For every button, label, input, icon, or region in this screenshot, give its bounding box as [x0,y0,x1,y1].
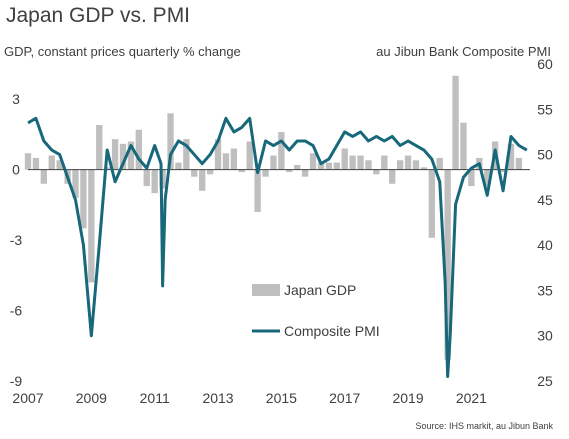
gdp-bar [167,113,174,170]
gdp-bar [507,143,515,170]
right-axis-ticks: 60 55 50 45 40 35 30 25 [537,56,553,389]
gdp-bar [246,141,253,170]
gdp-bar [357,155,364,170]
left-tick-label: -3 [10,232,23,248]
right-tick-label: 40 [537,237,553,253]
gdp-bar [40,169,47,184]
gdp-bar [238,169,245,173]
gdp-bar [373,169,380,175]
right-tick-label: 35 [537,282,553,298]
gdp-bar [48,155,55,170]
gdp-bar [389,169,396,184]
right-axis-label: au Jibun Bank Composite PMI [376,44,551,59]
x-tick-label: 2009 [76,390,107,406]
gdp-bar [214,139,222,170]
x-tick-label: 2011 [140,390,170,406]
right-tick-label: 45 [537,192,553,208]
left-tick-label: 3 [12,91,20,107]
left-tick-label: -9 [10,373,23,389]
gdp-bar [436,157,443,170]
gdp-bar [56,160,63,170]
right-tick-label: 55 [537,101,553,117]
gdp-bar [262,169,269,177]
gdp-bar [468,169,475,187]
gdp-bar [444,169,451,360]
gdp-bar [428,169,435,238]
gdp-bar [499,169,507,173]
gdp-bar [270,155,277,170]
gdp-bar [254,169,261,212]
source-note: Source: IHS markit, au Jibun Bank [415,421,553,431]
legend: Japan GDP Composite PMI [252,282,380,339]
gdp-bar [349,155,356,170]
x-tick-label: 2013 [202,390,233,406]
gdp-bar [515,157,523,170]
gdp-bar [135,129,143,170]
gdp-bar [88,169,95,283]
right-tick-label: 60 [537,56,553,72]
gdp-bar [24,153,32,170]
gdp-bar [301,169,309,177]
gdp-bar [325,162,333,170]
gdp-bar [365,160,372,170]
legend-gdp-label: Japan GDP [284,282,356,298]
gdp-bar [32,157,40,170]
right-tick-label: 50 [537,147,553,163]
gdp-bar [484,169,491,187]
gdp-bars [24,75,523,360]
left-axis-label: GDP, constant prices quarterly % change [4,44,241,59]
gdp-bar [127,141,135,170]
legend-gdp-swatch [252,284,280,296]
gdp-bar [317,162,325,170]
gdp-bar [183,139,190,170]
left-tick-label: -6 [10,303,23,319]
gdp-bar [175,162,182,170]
chart-title: Japan GDP vs. PMI [6,4,191,27]
legend-pmi-label: Composite PMI [284,323,380,339]
gdp-bar [341,148,348,170]
gdp-bar [143,169,150,187]
gdp-bar [222,153,230,170]
gdp-bar [412,160,420,170]
x-tick-label: 2015 [266,390,297,406]
x-tick-label: 2017 [329,390,360,406]
x-tick-label: 2021 [456,390,487,406]
gdp-bar [286,169,293,173]
right-tick-label: 25 [537,373,553,389]
gdp-bar [119,143,127,170]
gdp-bar [151,169,158,194]
x-tick-label: 2007 [12,390,43,406]
gdp-bar [381,155,388,170]
gdp-bar [80,169,87,229]
gdp-bar [111,139,119,170]
gdp-bar [396,160,404,170]
gdp-bar [199,169,206,191]
gdp-bar [191,169,198,177]
gdp-bar [230,148,238,170]
left-axis-ticks: 3 0 -3 -6 -9 [10,91,23,389]
x-tick-label: 2019 [392,390,423,406]
gdp-bar [206,169,214,175]
gdp-bar [333,162,340,170]
gdp-bar [420,167,428,170]
gdp-bar [452,75,459,170]
right-tick-label: 30 [537,328,553,344]
gdp-bar [460,122,467,170]
gdp-bar [309,153,317,170]
gdp-bar [72,169,79,198]
gdp-bar [404,155,412,170]
gdp-bar [96,125,103,170]
left-tick-label: 0 [12,162,20,178]
pmi-line [27,116,528,378]
gdp-bar [278,132,285,170]
gdp-bar [294,164,301,170]
x-axis-ticks: 2007 2009 2011 2013 2015 2017 2019 2021 [12,390,487,406]
gdp-bar [104,167,111,170]
